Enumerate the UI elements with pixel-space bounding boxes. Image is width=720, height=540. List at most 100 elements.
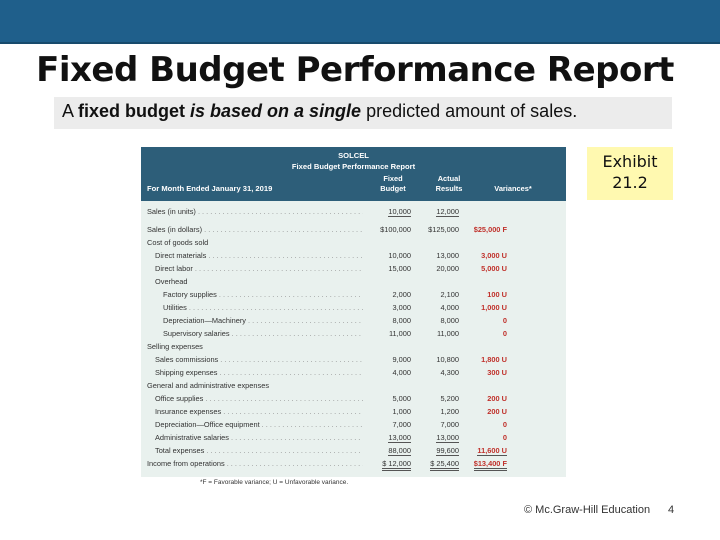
report-footnote: *F = Favorable variance; U = Unfavorable… — [200, 479, 349, 486]
cell-actual: 13,000 — [436, 251, 459, 260]
cell-fixed: 8,000 — [392, 316, 412, 325]
column-header-fixed-line1: Fixed — [383, 174, 403, 183]
table-row: Administrative salaries 13,000 13,000 0 — [141, 431, 566, 444]
table-row: Supervisory salaries 11,000 11,000 0 — [141, 327, 566, 340]
row-label: Cost of goods sold — [147, 238, 209, 247]
cell-variance: 11,600 U — [477, 446, 507, 456]
row-label: Overhead — [155, 277, 188, 286]
cell-variance: $13,400 F — [473, 459, 507, 471]
cell-actual: $125,000 — [428, 225, 459, 234]
exhibit-line-2: 21.2 — [612, 173, 648, 192]
cell-variance: 200 U — [487, 394, 507, 403]
cell-actual: 12,000 — [436, 207, 459, 217]
row-label: Shipping expenses — [155, 366, 363, 379]
cell-fixed: $100,000 — [380, 225, 411, 234]
table-row: Sales (in dollars) $100,000 $125,000 $25… — [141, 223, 566, 236]
row-label: Direct materials — [155, 249, 363, 262]
exhibit-label: Exhibit 21.2 — [587, 147, 673, 200]
cell-actual: 7,000 — [440, 420, 460, 429]
cell-variance: 0 — [502, 433, 507, 442]
cell-actual: 10,800 — [436, 355, 459, 364]
cell-fixed: 7,000 — [392, 420, 412, 429]
cell-variance: 3,000 U — [481, 251, 507, 260]
table-row: General and administrative expenses — [141, 379, 566, 392]
cell-variance: 0 — [502, 316, 507, 325]
cell-fixed: 9,000 — [392, 355, 412, 364]
page-number: 4 — [668, 504, 675, 516]
report-title: Fixed Budget Performance Report — [291, 162, 416, 171]
subtitle-text-4: predicted amount of sales. — [361, 101, 578, 121]
performance-report-table: SOLCEL Fixed Budget Performance Report F… — [141, 147, 566, 477]
table-row: Utilities 3,000 4,000 1,000 U — [141, 301, 566, 314]
table-row: Sales commissions 9,000 10,800 1,800 U — [141, 353, 566, 366]
cell-fixed: 88,000 — [388, 446, 411, 456]
cell-variance: 300 U — [487, 368, 507, 377]
cell-fixed: 11,000 — [388, 329, 411, 338]
cell-actual: 20,000 — [436, 264, 459, 273]
row-label: Administrative salaries — [155, 431, 363, 444]
row-label: Office supplies — [155, 392, 363, 405]
slide-title: Fixed Budget Performance Report — [36, 50, 674, 90]
header-bar — [0, 0, 720, 44]
subtitle-box: A fixed budget is based on a single pred… — [54, 97, 672, 129]
table-row: Sales (in units) 10,000 12,000 — [141, 205, 566, 218]
cell-fixed: 2,000 — [392, 290, 412, 299]
row-label: Direct labor — [155, 262, 363, 275]
row-label: Total expenses — [155, 444, 363, 457]
cell-fixed: 3,000 — [392, 303, 412, 312]
cell-variance: 0 — [502, 329, 507, 338]
row-label: Supervisory salaries — [163, 327, 363, 340]
cell-actual: 2,100 — [440, 290, 460, 299]
table-row: Total expenses 88,000 99,600 11,600 U — [141, 444, 566, 457]
row-label: Sales commissions — [155, 353, 363, 366]
cell-fixed: 4,000 — [392, 368, 412, 377]
subtitle-text-1: A — [62, 101, 79, 121]
cell-actual: 1,200 — [440, 407, 460, 416]
cell-variance: 100 U — [487, 290, 507, 299]
table-row: Office supplies 5,000 5,200 200 U — [141, 392, 566, 405]
cell-fixed: 13,000 — [388, 433, 411, 443]
cell-fixed: 10,000 — [388, 207, 411, 217]
table-row: Direct labor 15,000 20,000 5,000 U — [141, 262, 566, 275]
row-label: Income from operations — [147, 457, 363, 470]
table-row: Depreciation—Office equipment 7,000 7,00… — [141, 418, 566, 431]
table-row: Direct materials 10,000 13,000 3,000 U — [141, 249, 566, 262]
row-label: Sales (in units) — [147, 205, 363, 218]
cell-variance: $25,000 F — [473, 225, 507, 234]
cell-actual: 99,600 — [436, 446, 459, 456]
table-row: Overhead — [141, 275, 566, 288]
cell-fixed: 10,000 — [388, 251, 411, 260]
table-row: Selling expenses — [141, 340, 566, 353]
table-row: Insurance expenses 1,000 1,200 200 U — [141, 405, 566, 418]
subtitle-text-3: is based on a single — [190, 101, 362, 121]
row-label: Depreciation—Machinery — [163, 314, 363, 327]
report-header: SOLCEL Fixed Budget Performance Report F… — [141, 147, 566, 201]
cell-variance: 200 U — [487, 407, 507, 416]
cell-actual: 4,000 — [440, 303, 460, 312]
report-company: SOLCEL — [338, 151, 369, 160]
cell-fixed: $ 12,000 — [382, 459, 411, 471]
cell-variance: 0 — [502, 420, 507, 429]
row-label: Factory supplies — [163, 288, 363, 301]
subtitle-text-2: fixed budget — [78, 101, 191, 121]
cell-actual: 5,200 — [440, 394, 460, 403]
table-row: Income from operations $ 12,000 $ 25,400… — [141, 457, 566, 471]
column-header-actual-line1: Actual — [437, 174, 461, 183]
exhibit-line-1: Exhibit — [602, 152, 658, 171]
row-label: Depreciation—Office equipment — [155, 418, 363, 431]
cell-fixed: 5,000 — [392, 394, 412, 403]
row-label: General and administrative expenses — [147, 381, 270, 390]
table-row: Factory supplies 2,000 2,100 100 U — [141, 288, 566, 301]
cell-actual: $ 25,400 — [430, 459, 459, 471]
cell-variance: 5,000 U — [481, 264, 507, 273]
column-header-fixed-line2: Budget — [380, 184, 406, 193]
cell-actual: 13,000 — [436, 433, 459, 443]
row-label: Selling expenses — [147, 342, 203, 351]
table-row: Depreciation—Machinery 8,000 8,000 0 — [141, 314, 566, 327]
report-rows: Sales (in units) 10,000 12,000 Sales (in… — [141, 201, 566, 473]
row-label: Sales (in dollars) — [147, 223, 363, 236]
report-period: For Month Ended January 31, 2019 — [147, 184, 273, 193]
table-row: Cost of goods sold — [141, 236, 566, 249]
column-header-actual-line2: Results — [435, 184, 463, 193]
column-header-variances: Variances* — [494, 184, 532, 193]
